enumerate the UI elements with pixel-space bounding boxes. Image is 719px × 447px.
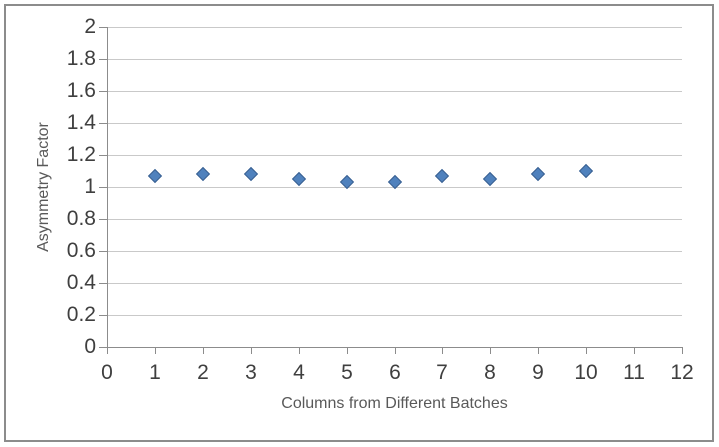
y-tick-mark bbox=[99, 59, 107, 60]
y-tick-label: 0.8 bbox=[66, 207, 96, 230]
x-tick-mark bbox=[538, 348, 539, 354]
x-tick-label: 4 bbox=[293, 361, 305, 384]
y-axis-title: Asymmetry Factor bbox=[35, 122, 52, 252]
data-point-marker bbox=[435, 168, 450, 183]
x-tick-mark bbox=[490, 348, 491, 354]
y-tick-label: 2 bbox=[84, 15, 96, 38]
data-point-marker bbox=[147, 168, 162, 183]
data-point-marker bbox=[531, 167, 546, 182]
y-gridline bbox=[107, 59, 682, 60]
data-point-marker bbox=[195, 167, 210, 182]
x-tick-label: 1 bbox=[149, 361, 161, 384]
y-tick-mark bbox=[99, 219, 107, 220]
y-tick-mark bbox=[99, 155, 107, 156]
y-tick-mark bbox=[99, 315, 107, 316]
x-tick-label: 11 bbox=[623, 361, 645, 384]
y-tick-mark bbox=[99, 123, 107, 124]
y-gridline bbox=[107, 155, 682, 156]
x-tick-label: 5 bbox=[341, 361, 353, 384]
x-tick-mark bbox=[682, 348, 683, 354]
y-tick-label: 0 bbox=[84, 335, 96, 358]
x-tick-mark bbox=[299, 348, 300, 354]
x-tick-label: 8 bbox=[484, 361, 496, 384]
x-axis-title: Columns from Different Batches bbox=[281, 395, 508, 412]
data-point-marker bbox=[483, 171, 498, 187]
y-tick-label: 0.4 bbox=[66, 271, 96, 294]
y-gridline bbox=[107, 123, 682, 124]
x-tick-mark bbox=[155, 348, 156, 354]
y-gridline bbox=[107, 315, 682, 316]
x-tick-mark bbox=[347, 348, 348, 354]
y-tick-mark bbox=[99, 91, 107, 92]
x-axis-line bbox=[107, 347, 683, 348]
x-tick-mark bbox=[634, 348, 635, 354]
y-gridline bbox=[107, 219, 682, 220]
y-tick-label: 1 bbox=[84, 175, 96, 198]
x-tick-mark bbox=[442, 348, 443, 354]
x-tick-label: 0 bbox=[101, 361, 113, 384]
x-tick-label: 10 bbox=[574, 361, 598, 384]
data-point-marker bbox=[243, 167, 258, 182]
y-tick-label: 1.8 bbox=[66, 47, 96, 70]
y-gridline bbox=[107, 251, 682, 252]
x-tick-label: 12 bbox=[670, 361, 694, 384]
y-tick-mark bbox=[99, 187, 107, 188]
y-tick-mark bbox=[99, 251, 107, 252]
y-tick-label: 0.2 bbox=[66, 303, 96, 326]
y-tick-label: 1.2 bbox=[66, 143, 96, 166]
y-tick-mark bbox=[99, 27, 107, 28]
y-tick-label: 1.6 bbox=[66, 79, 96, 102]
x-tick-label: 3 bbox=[245, 361, 257, 384]
y-gridline bbox=[107, 283, 682, 284]
y-tick-label: 0.6 bbox=[66, 239, 96, 262]
x-tick-label: 6 bbox=[389, 361, 401, 384]
x-tick-mark bbox=[586, 348, 587, 354]
y-tick-label: 1.4 bbox=[66, 111, 96, 134]
y-axis-line bbox=[107, 27, 108, 347]
x-tick-mark bbox=[203, 348, 204, 354]
y-tick-mark bbox=[99, 283, 107, 284]
y-tick-mark bbox=[99, 347, 107, 348]
x-tick-label: 7 bbox=[436, 361, 448, 384]
y-gridline bbox=[107, 91, 682, 92]
data-point-marker bbox=[579, 163, 594, 179]
y-gridline bbox=[107, 27, 682, 28]
x-tick-label: 9 bbox=[532, 361, 544, 384]
x-tick-mark bbox=[107, 348, 108, 354]
x-tick-label: 2 bbox=[197, 361, 209, 384]
x-tick-mark bbox=[251, 348, 252, 354]
data-point-marker bbox=[291, 171, 306, 187]
x-tick-mark bbox=[395, 348, 396, 354]
